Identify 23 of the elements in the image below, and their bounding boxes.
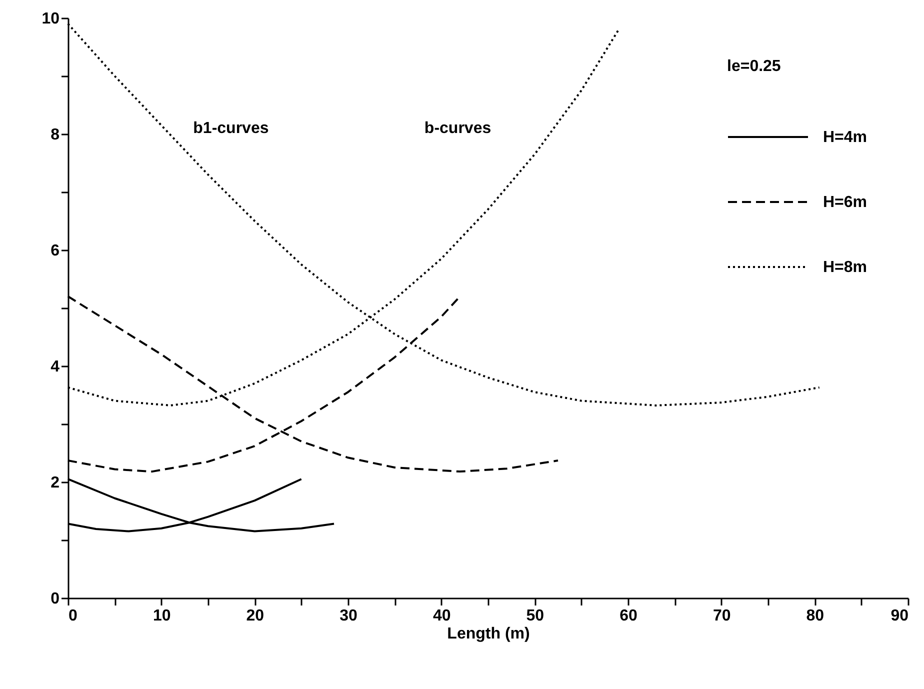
x-tick-label: 90 [890,608,909,624]
y-tick-label: 4 [50,358,60,376]
x-tick-label: 30 [340,608,358,624]
x-tick-label: 20 [246,608,264,624]
x-tick-label: 0 [68,608,78,624]
legend-title: le=0.25 [727,58,781,75]
x-tick-label: 60 [620,608,638,624]
annotation: b1-curves [193,120,269,138]
x-tick-label: 50 [526,608,544,624]
x-tick-label: 10 [152,608,171,624]
annotation: b-curves [424,120,492,138]
legend-label: H=8m [823,259,868,276]
y-tick-label: 0 [50,590,60,608]
x-tick-label: 80 [806,608,824,624]
x-tick-label: 40 [432,608,451,624]
legend-label: H=6m [823,194,868,211]
x-tick-label: 70 [712,608,731,624]
y-tick-label: 10 [42,10,60,28]
x-axis-title: Length (m) [447,626,530,642]
y-tick-label: 6 [50,242,60,260]
legend-label: H=4m [823,129,868,146]
y-tick-label: 8 [50,126,60,144]
y-tick-label: 2 [50,474,60,492]
